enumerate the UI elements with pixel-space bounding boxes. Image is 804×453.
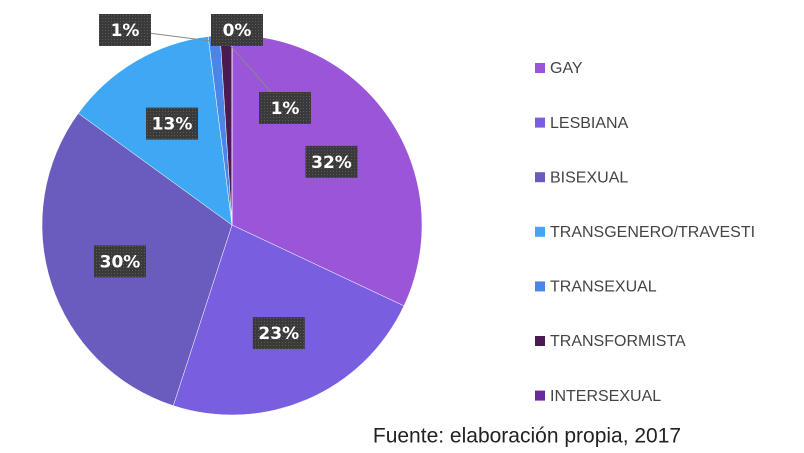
label-text: 1% <box>111 21 140 41</box>
data-label: 0% <box>211 14 263 46</box>
data-label: 1% <box>99 14 151 46</box>
legend-label: TRANSEXUAL <box>550 279 657 296</box>
legend-swatch <box>535 336 545 346</box>
legend-label: TRANSFORMISTA <box>550 333 686 350</box>
label-text: 30% <box>100 252 141 272</box>
legend-swatch <box>535 226 545 237</box>
label-box <box>211 14 263 46</box>
label-box <box>305 145 358 178</box>
label-text: 0% <box>223 21 252 41</box>
legend-label: LESBIANA <box>550 115 629 132</box>
legend-swatch <box>535 117 545 128</box>
data-label: 23% <box>252 317 305 350</box>
label-text: 23% <box>258 324 299 344</box>
data-label: 1% <box>259 92 311 124</box>
label-box <box>252 317 305 350</box>
label-text: 32% <box>311 153 352 173</box>
data-label: 32% <box>305 145 358 178</box>
legend-label: INTERSEXUAL <box>550 388 661 405</box>
source-note: Fuente: elaboración propia, 2017 <box>373 425 681 448</box>
label-box <box>99 14 151 46</box>
legend-swatch <box>535 281 545 292</box>
label-box <box>93 245 146 278</box>
legend-swatch <box>535 63 545 73</box>
label-text: 13% <box>152 115 193 135</box>
label-text: 1% <box>271 99 300 119</box>
legend-label: GAY <box>550 60 583 77</box>
data-label: 30% <box>93 245 146 278</box>
legend-label: TRANSGENERO/TRAVESTI <box>550 224 755 241</box>
label-box <box>146 107 199 140</box>
legend-swatch <box>535 390 545 401</box>
data-label: 13% <box>146 107 199 140</box>
legend-label: BISEXUAL <box>550 169 628 186</box>
legend-swatch <box>535 172 545 183</box>
label-box <box>259 92 311 124</box>
